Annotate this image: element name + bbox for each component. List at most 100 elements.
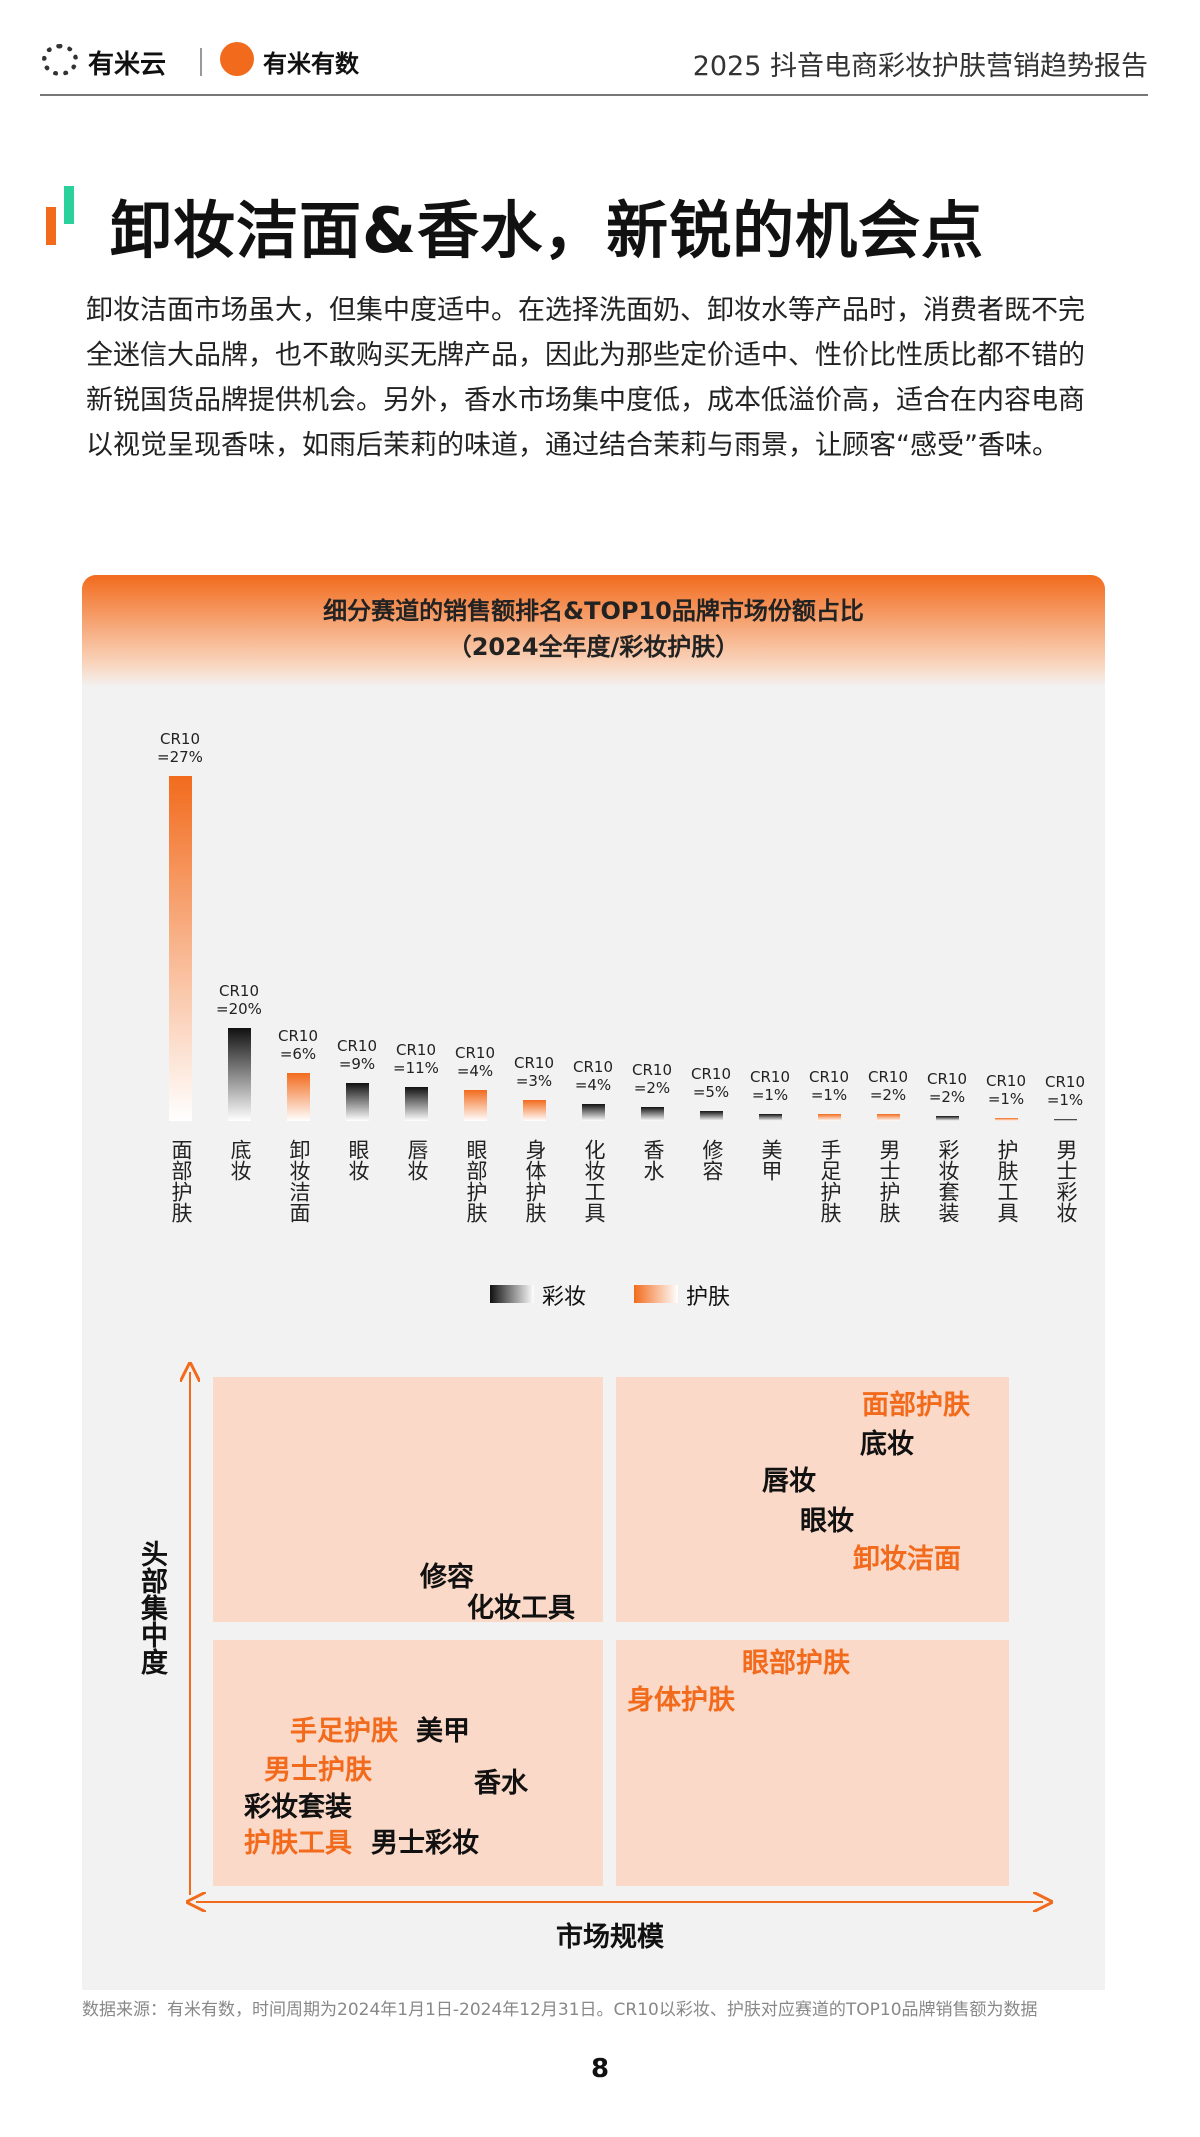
divider	[200, 48, 202, 76]
x-tick-label: 身体护肤	[523, 1139, 547, 1223]
logo-icon	[42, 44, 78, 76]
cr10-label: =2%	[928, 1087, 966, 1106]
cr10-label: =6%	[279, 1044, 317, 1063]
cr10-label: =2%	[633, 1079, 671, 1098]
x-tick-label: 化妆工具	[582, 1139, 606, 1223]
cr10-label: CR10	[160, 730, 200, 748]
cr10-label: =3%	[515, 1072, 553, 1091]
x-tick-label: 眼部护肤	[464, 1139, 488, 1223]
footnote: 数据来源：有米有数，时间周期为2024年1月1日-2024年12月31日。CR1…	[82, 2000, 1038, 2020]
x-tick-label: 唇妆	[405, 1139, 429, 1181]
quadrant-item: 男士彩妆	[371, 1828, 479, 1859]
accent	[46, 207, 56, 245]
cr10-label: =27%	[157, 748, 203, 766]
cr10-label: CR10	[573, 1057, 613, 1076]
cr10-label: =5%	[692, 1082, 730, 1101]
x-tick-label: 美甲	[759, 1139, 783, 1181]
bar	[286, 1072, 310, 1121]
logo-icon	[220, 42, 254, 76]
cr10-label: CR10	[396, 1040, 436, 1059]
quadrant-item: 化妆工具	[467, 1593, 575, 1624]
cr10-label: =2%	[869, 1086, 907, 1105]
cr10-label: =1%	[1046, 1091, 1084, 1110]
x-tick-label: 眼妆	[346, 1139, 370, 1181]
bar	[817, 1114, 841, 1121]
quadrant-item: 护肤工具	[244, 1828, 352, 1859]
cr10-label: CR10	[278, 1026, 318, 1045]
legend-swatch	[634, 1285, 678, 1303]
bar	[581, 1103, 605, 1121]
cr10-label: CR10	[632, 1061, 672, 1080]
x-tick-label: 香水	[641, 1139, 665, 1181]
x-tick-label: 底妆	[228, 1139, 252, 1181]
x-tick-label: 护肤工具	[995, 1139, 1019, 1223]
quadrant-item: 香水	[474, 1768, 528, 1799]
x-axis-label: 市场规模	[556, 1922, 664, 1953]
bar	[168, 776, 192, 1121]
bar	[227, 1027, 251, 1121]
cr10-label: CR10	[868, 1068, 908, 1087]
cr10-label: CR10	[691, 1064, 731, 1083]
cr10-label: CR10	[750, 1068, 790, 1087]
quadrant-item: 眼部护肤	[742, 1648, 850, 1679]
cr10-label: CR10	[219, 981, 259, 1000]
quadrant-item: 眼妆	[800, 1506, 854, 1537]
quadrant-item: 男士护肤	[264, 1755, 372, 1786]
x-tick-label: 彩妆套装	[936, 1139, 960, 1223]
bar	[522, 1100, 546, 1121]
x-tick-label: 手足护肤	[818, 1139, 842, 1223]
cr10-label: CR10	[986, 1071, 1026, 1090]
bar	[876, 1114, 900, 1121]
cr10-label: CR10	[455, 1043, 495, 1062]
header-rule	[40, 94, 1148, 96]
legend-label: 彩妆	[542, 1285, 587, 1310]
quadrant-box	[213, 1640, 603, 1886]
bar	[994, 1117, 1018, 1121]
brand: 有米云	[88, 50, 167, 80]
quadrant-item: 彩妆套装	[244, 1792, 352, 1823]
legend-label: 护肤	[686, 1285, 731, 1310]
cr10-label: =11%	[393, 1058, 439, 1077]
quadrant-item: 修容	[420, 1562, 474, 1593]
bar	[345, 1083, 369, 1121]
chart-subtitle: （2024全年度/彩妆护肤）	[447, 633, 740, 661]
cr10-label: =4%	[456, 1061, 494, 1080]
quadrant-box	[616, 1640, 1009, 1886]
chart-title: 细分赛道的销售额排名&TOP10品牌市场份额占比	[323, 597, 864, 625]
report-title: 2025 抖音电商彩妆护肤营销趋势报告	[692, 51, 1148, 82]
x-tick-label: 男士彩妆	[1054, 1139, 1078, 1223]
quadrant-box	[213, 1377, 603, 1622]
brand: 有米有数	[263, 50, 359, 78]
cr10-label: =4%	[574, 1075, 612, 1094]
quadrant-item: 底妆	[860, 1429, 914, 1460]
bar	[463, 1089, 487, 1121]
x-tick-label: 卸妆洁面	[287, 1139, 311, 1223]
quadrant-box	[616, 1377, 1009, 1622]
bar	[640, 1107, 664, 1121]
cr10-label: CR10	[1045, 1073, 1085, 1092]
cr10-label: =9%	[338, 1055, 376, 1074]
quadrant-item: 手足护肤	[290, 1716, 398, 1747]
bar	[404, 1086, 428, 1121]
bar	[935, 1115, 959, 1121]
cr10-label: =1%	[810, 1086, 848, 1105]
quadrant-item: 卸妆洁面	[853, 1544, 961, 1575]
section-title: 卸妆洁面&香水，新锐的机会点	[110, 194, 985, 267]
quadrant-item: 面部护肤	[862, 1390, 970, 1421]
page-number: 8	[590, 2054, 610, 2084]
quadrant-item: 身体护肤	[627, 1685, 735, 1716]
cr10-label: CR10	[337, 1037, 377, 1056]
bar	[1053, 1119, 1077, 1121]
y-axis-label: 头部集中度	[136, 1540, 167, 1675]
quadrant-item: 美甲	[416, 1716, 470, 1747]
paragraph: 卸妆洁面市场虽大，但集中度适中。在选择洗面奶、卸妆水等产品时，消费者既不完全迷信…	[86, 295, 1085, 461]
bar	[699, 1110, 723, 1121]
panel-header	[82, 575, 1105, 687]
x-tick-label: 面部护肤	[169, 1139, 193, 1223]
cr10-label: CR10	[514, 1054, 554, 1073]
accent	[64, 186, 74, 224]
cr10-label: =1%	[987, 1089, 1025, 1108]
x-tick-label: 男士护肤	[877, 1139, 901, 1223]
